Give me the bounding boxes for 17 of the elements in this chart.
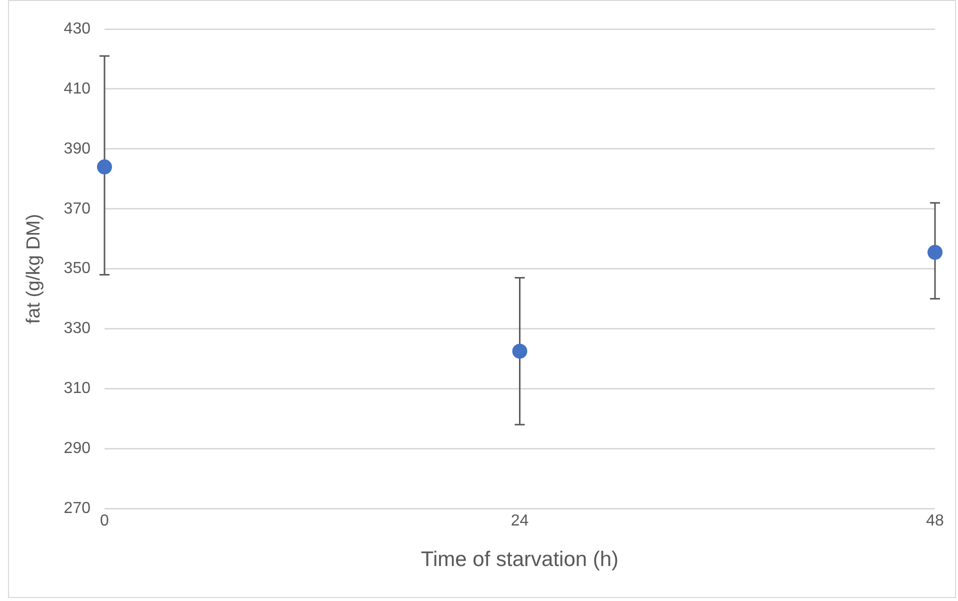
point	[928, 244, 942, 260]
point	[512, 344, 528, 359]
y-tick-label: 430	[64, 20, 91, 38]
y-tick-label: 310	[64, 380, 91, 398]
y-axis-title: fat (g/kg DM)	[24, 214, 45, 324]
x-tick-label: 24	[510, 512, 529, 530]
y-tick-label: 330	[64, 320, 91, 338]
y-tick-label: 410	[64, 80, 91, 98]
y-tick-label: 390	[64, 140, 91, 158]
y-tick-label: 290	[64, 440, 91, 458]
x-tick-label: 48	[926, 512, 944, 530]
y-tick-label: 350	[64, 260, 91, 278]
y-tick-label: 370	[64, 200, 91, 218]
x-axis-title: Time of starvation (h)	[420, 548, 619, 572]
point	[96, 159, 112, 174]
y-tick-label: 270	[64, 500, 91, 518]
x-tick-label: 0	[100, 512, 110, 530]
